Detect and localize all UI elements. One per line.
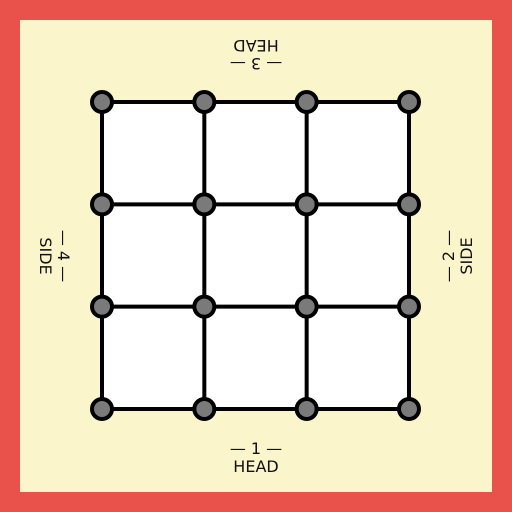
grid-node[interactable] xyxy=(194,297,214,317)
grid-node[interactable] xyxy=(399,399,419,419)
side-number: — 2 — xyxy=(440,196,458,316)
side-name: SIDE xyxy=(458,196,476,316)
grid-node[interactable] xyxy=(297,399,317,419)
grid-node[interactable] xyxy=(92,399,112,419)
grid-node[interactable] xyxy=(399,92,419,112)
grid-node[interactable] xyxy=(194,194,214,214)
grid-nodes xyxy=(92,92,419,419)
grid-node[interactable] xyxy=(297,297,317,317)
grid-node[interactable] xyxy=(92,297,112,317)
side-number: — 3 — xyxy=(196,54,316,72)
side-name: SIDE xyxy=(36,196,54,316)
side-name: HEAD xyxy=(196,36,316,54)
side-label-4: — 4 — SIDE xyxy=(36,196,72,316)
grid-node[interactable] xyxy=(297,92,317,112)
side-number: — 1 — xyxy=(196,440,316,458)
grid-node[interactable] xyxy=(92,194,112,214)
side-name: HEAD xyxy=(196,458,316,476)
grid-node[interactable] xyxy=(297,194,317,214)
side-number: — 4 — xyxy=(54,196,72,316)
grid-node[interactable] xyxy=(92,92,112,112)
grid-node[interactable] xyxy=(399,194,419,214)
side-label-2: — 2 — SIDE xyxy=(440,196,476,316)
grid-node[interactable] xyxy=(194,399,214,419)
grid-node[interactable] xyxy=(399,297,419,317)
grid-lines xyxy=(102,102,409,409)
side-label-3: — 3 — HEAD xyxy=(196,36,316,72)
grid-node[interactable] xyxy=(194,92,214,112)
side-label-1: — 1 — HEAD xyxy=(196,440,316,476)
